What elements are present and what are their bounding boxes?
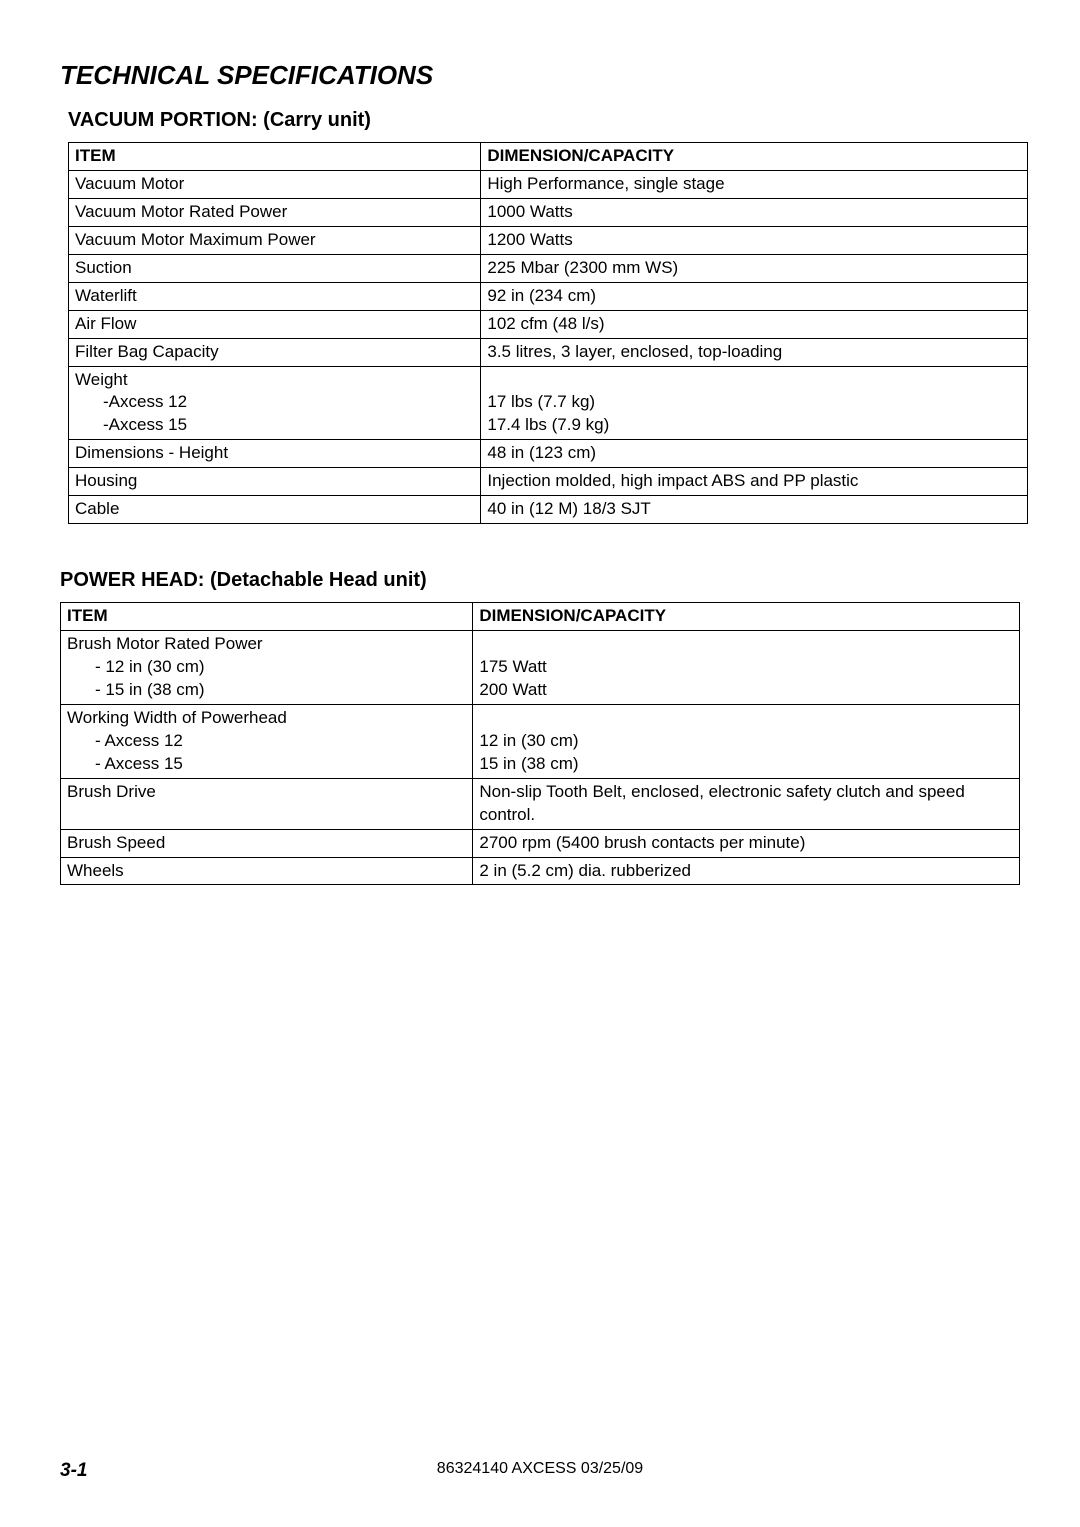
cell-item: Brush Motor Rated Power - 12 in (30 cm) …	[61, 631, 473, 705]
cell-dim: 1200 Watts	[481, 226, 1028, 254]
footer-text: 86324140 AXCESS 03/25/09	[437, 1460, 643, 1478]
cell-dim: 40 in (12 M) 18/3 SJT	[481, 496, 1028, 524]
cell-dim: 225 Mbar (2300 mm WS)	[481, 254, 1028, 282]
cell-item: Dimensions - Height	[69, 440, 481, 468]
table-row: Cable 40 in (12 M) 18/3 SJT	[69, 496, 1028, 524]
cell-dim: 17 lbs (7.7 kg) 17.4 lbs (7.9 kg)	[481, 366, 1028, 440]
brush-motor-label: Brush Motor Rated Power	[67, 634, 263, 653]
cell-item: Brush Speed	[61, 829, 473, 857]
footer: 3-1 86324140 AXCESS 03/25/09	[60, 1460, 1020, 1482]
working-width-sub1: - Axcess 12	[67, 731, 183, 750]
cell-dim: 2 in (5.2 cm) dia. rubberized	[473, 857, 1020, 885]
cell-dim: 48 in (123 cm)	[481, 440, 1028, 468]
cell-item: Working Width of Powerhead - Axcess 12 -…	[61, 704, 473, 778]
cell-dim: 12 in (30 cm) 15 in (38 cm)	[473, 704, 1020, 778]
cell-item: Cable	[69, 496, 481, 524]
table-row: Filter Bag Capacity 3.5 litres, 3 layer,…	[69, 338, 1028, 366]
header-item: ITEM	[69, 143, 481, 171]
weight-sub1-dim: 17 lbs (7.7 kg)	[487, 392, 595, 411]
table-row: Brush Speed 2700 rpm (5400 brush contact…	[61, 829, 1020, 857]
working-width-sub1-dim: 12 in (30 cm)	[479, 731, 578, 750]
table-row: Brush Drive Non-slip Tooth Belt, enclose…	[61, 778, 1020, 829]
table-row: Vacuum Motor Rated Power 1000 Watts	[69, 198, 1028, 226]
weight-label: Weight	[75, 370, 128, 389]
cell-item: Brush Drive	[61, 778, 473, 829]
table-row: Housing Injection molded, high impact AB…	[69, 468, 1028, 496]
table-header-row: ITEM DIMENSION/CAPACITY	[61, 603, 1020, 631]
cell-item: Filter Bag Capacity	[69, 338, 481, 366]
table-row: Suction 225 Mbar (2300 mm WS)	[69, 254, 1028, 282]
vacuum-portion-table: ITEM DIMENSION/CAPACITY Vacuum Motor Hig…	[68, 142, 1028, 524]
cell-item: Air Flow	[69, 310, 481, 338]
working-width-sub2-dim: 15 in (38 cm)	[479, 754, 578, 773]
table-row: Air Flow 102 cfm (48 l/s)	[69, 310, 1028, 338]
working-width-sub2: - Axcess 15	[67, 754, 183, 773]
table-row: Vacuum Motor Maximum Power 1200 Watts	[69, 226, 1028, 254]
brush-motor-sub1-dim: 175 Watt	[479, 657, 546, 676]
cell-item: Vacuum Motor Rated Power	[69, 198, 481, 226]
cell-item: Vacuum Motor Maximum Power	[69, 226, 481, 254]
cell-dim: 3.5 litres, 3 layer, enclosed, top-loadi…	[481, 338, 1028, 366]
cell-item: Weight -Axcess 12 -Axcess 15	[69, 366, 481, 440]
cell-dim: Non-slip Tooth Belt, enclosed, electroni…	[473, 778, 1020, 829]
weight-sub2: -Axcess 15	[75, 415, 187, 434]
brush-motor-sub1: - 12 in (30 cm)	[67, 657, 205, 676]
header-item: ITEM	[61, 603, 473, 631]
cell-item: Waterlift	[69, 282, 481, 310]
brush-motor-sub2-dim: 200 Watt	[479, 680, 546, 699]
table-row: Vacuum Motor High Performance, single st…	[69, 170, 1028, 198]
cell-dim: 92 in (234 cm)	[481, 282, 1028, 310]
cell-dim: 102 cfm (48 l/s)	[481, 310, 1028, 338]
table-row-working-width: Working Width of Powerhead - Axcess 12 -…	[61, 704, 1020, 778]
cell-item: Suction	[69, 254, 481, 282]
cell-item: Vacuum Motor	[69, 170, 481, 198]
table-row-weight: Weight -Axcess 12 -Axcess 15 17 lbs (7.7…	[69, 366, 1028, 440]
table-row: Wheels 2 in (5.2 cm) dia. rubberized	[61, 857, 1020, 885]
weight-sub2-dim: 17.4 lbs (7.9 kg)	[487, 415, 609, 434]
table-row-brush-motor: Brush Motor Rated Power - 12 in (30 cm) …	[61, 631, 1020, 705]
table-row: Dimensions - Height 48 in (123 cm)	[69, 440, 1028, 468]
cell-dim: 1000 Watts	[481, 198, 1028, 226]
cell-item: Wheels	[61, 857, 473, 885]
weight-sub1: -Axcess 12	[75, 392, 187, 411]
cell-dim: 175 Watt 200 Watt	[473, 631, 1020, 705]
cell-dim: High Performance, single stage	[481, 170, 1028, 198]
table-row: Waterlift 92 in (234 cm)	[69, 282, 1028, 310]
cell-dim: Injection molded, high impact ABS and PP…	[481, 468, 1028, 496]
header-dim: DIMENSION/CAPACITY	[473, 603, 1020, 631]
power-head-table: ITEM DIMENSION/CAPACITY Brush Motor Rate…	[60, 602, 1020, 885]
section1-title: VACUUM PORTION: (Carry unit)	[68, 109, 1020, 132]
brush-motor-sub2: - 15 in (38 cm)	[67, 680, 205, 699]
page-number: 3-1	[60, 1460, 87, 1482]
cell-dim: 2700 rpm (5400 brush contacts per minute…	[473, 829, 1020, 857]
main-title: TECHNICAL SPECIFICATIONS	[60, 60, 1020, 91]
working-width-label: Working Width of Powerhead	[67, 708, 287, 727]
header-dim: DIMENSION/CAPACITY	[481, 143, 1028, 171]
section2-title: POWER HEAD: (Detachable Head unit)	[60, 569, 1020, 592]
table-header-row: ITEM DIMENSION/CAPACITY	[69, 143, 1028, 171]
cell-item: Housing	[69, 468, 481, 496]
